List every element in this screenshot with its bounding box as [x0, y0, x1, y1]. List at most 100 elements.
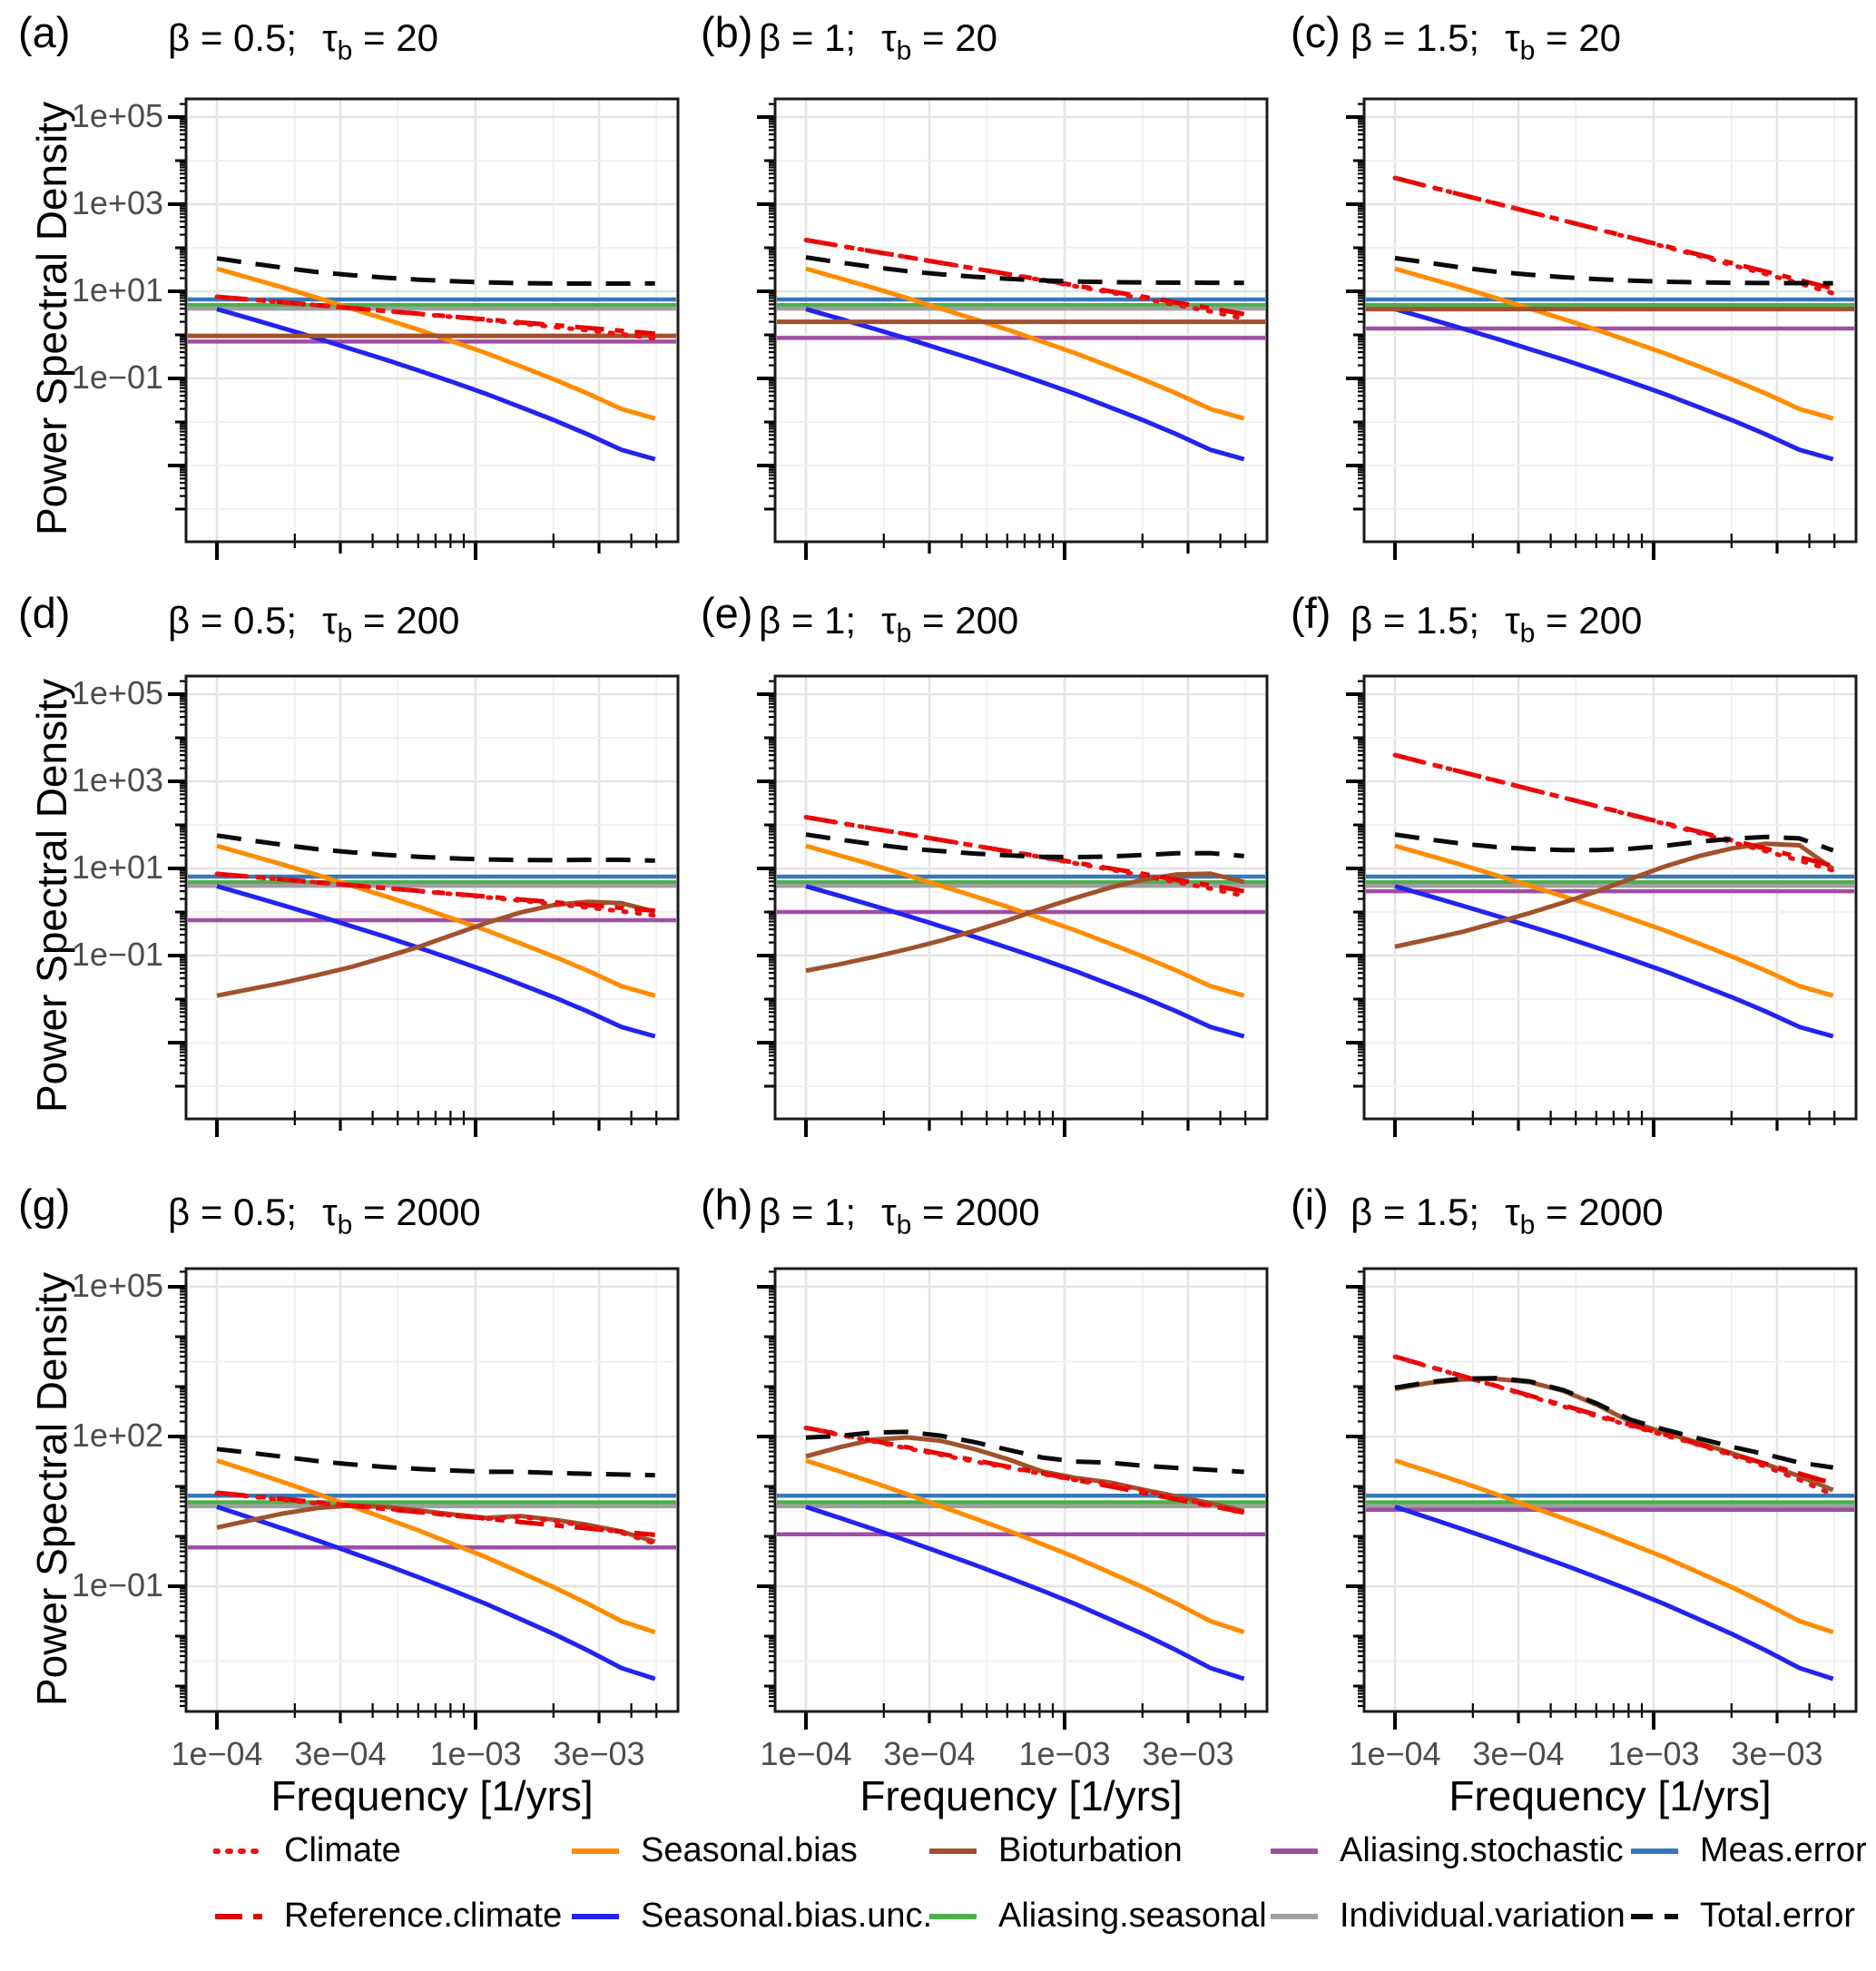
series-Bioturbation	[216, 899, 656, 998]
tau-subscript: b	[1519, 35, 1536, 66]
tau-value: = 200	[352, 599, 460, 642]
beta-label: β = 1.5;	[1351, 599, 1480, 642]
legend-key-seasonal-bias-unc-	[572, 1913, 619, 1919]
beta-label: β = 1;	[759, 16, 857, 59]
legend-item-reference-climate: Reference.climate	[213, 1897, 562, 1936]
panel-h	[757, 1267, 1269, 1730]
beta-label: β = 1;	[759, 599, 857, 642]
y-tick-label: 1e−01	[71, 1566, 163, 1603]
tau-symbol: τ	[881, 1191, 897, 1233]
x-tick-label: 1e−04	[1349, 1735, 1441, 1772]
legend-item-individual-variation: Individual.variation	[1269, 1897, 1626, 1936]
series-Climate	[214, 1491, 658, 1546]
series-Total.error	[216, 833, 655, 863]
y-tick-label: 1e+01	[71, 271, 163, 309]
panel-title-f: β = 1.5; τb = 200	[1351, 599, 1642, 649]
tau-value: = 20	[1535, 16, 1621, 59]
x-tick-label: 1e−04	[171, 1735, 263, 1772]
legend-key-climate	[213, 1848, 264, 1854]
x-axis-title-col2: Frequency [1/yrs]	[859, 1772, 1183, 1819]
legend-key-individual-variation	[1271, 1913, 1318, 1919]
beta-label: β = 0.5;	[168, 599, 298, 642]
series-Seasonal.bias.unc.	[216, 884, 656, 1039]
panel-e	[757, 674, 1269, 1137]
tau-subscript: b	[896, 35, 912, 66]
series-Seasonal.bias.unc.	[216, 1505, 656, 1682]
panel-b	[757, 97, 1269, 560]
legend-item-aliasing-seasonal: Aliasing.seasonal	[928, 1897, 1267, 1936]
series-Climate	[214, 871, 658, 918]
series-Seasonal.bias	[805, 266, 1245, 421]
series-Total.error	[1394, 1376, 1834, 1470]
panel-title-d: β = 0.5; τb = 200	[168, 599, 459, 649]
series-Total.error	[216, 256, 655, 286]
tau-symbol: τ	[1505, 1191, 1520, 1233]
series-Seasonal.bias	[1394, 1458, 1834, 1634]
series-Reference.climate	[1394, 1354, 1834, 1486]
y-tick-label: 1e−01	[71, 358, 163, 396]
panel-letter-i: (i)	[1291, 1181, 1329, 1229]
beta-label: β = 0.5;	[168, 16, 298, 59]
tau-value: = 2000	[911, 1191, 1040, 1233]
panel-c	[1346, 97, 1858, 560]
y-tick-label: 1e−01	[71, 936, 163, 973]
y-tick-label: 1e+02	[71, 1417, 163, 1454]
panel-title-b: β = 1; τb = 20	[759, 16, 997, 66]
legend-item-meas-error: Meas.error	[1629, 1831, 1867, 1870]
tau-subscript: b	[337, 618, 353, 649]
panel-letter-b: (b)	[701, 8, 753, 56]
y-axis-title-row1: Power Spectral Density	[28, 101, 75, 535]
legend-label: Meas.error	[1700, 1831, 1867, 1869]
tau-symbol: τ	[322, 16, 338, 59]
legend-label: Bioturbation	[998, 1831, 1183, 1869]
legend-key-reference-climate	[215, 1913, 262, 1919]
legend-label: Reference.climate	[284, 1897, 563, 1935]
panel-letter-g: (g)	[18, 1181, 71, 1229]
legend-item-total-error: Total.error	[1629, 1897, 1855, 1936]
y-tick-label: 1e+05	[71, 674, 163, 711]
beta-label: β = 1;	[759, 1191, 857, 1233]
series-Seasonal.bias	[216, 1458, 656, 1634]
series-Seasonal.bias.unc.	[1394, 884, 1834, 1039]
x-axis-title-col3: Frequency [1/yrs]	[1449, 1772, 1772, 1819]
panel-d	[168, 674, 680, 1137]
series-Total.error	[805, 255, 1244, 286]
legend-item-bioturbation: Bioturbation	[928, 1831, 1183, 1870]
x-tick-label: 3e−04	[1472, 1735, 1565, 1772]
tau-value: = 20	[911, 16, 997, 59]
tau-symbol: τ	[881, 16, 897, 59]
legend-label: Seasonal.bias.unc.	[641, 1897, 933, 1935]
legend-label: Individual.variation	[1340, 1897, 1626, 1935]
legend-key-bioturbation	[929, 1848, 977, 1854]
legend-label: Aliasing.seasonal	[998, 1897, 1267, 1935]
legend-key-total-error	[1631, 1913, 1678, 1919]
series-Bioturbation	[805, 871, 1245, 974]
beta-label: β = 0.5;	[168, 1191, 298, 1233]
y-tick-label: 1e+03	[71, 184, 163, 221]
series-Total.error	[805, 1429, 1244, 1475]
legend-item-seasonal-bias-unc-: Seasonal.bias.unc.	[570, 1897, 932, 1936]
panel-letter-h: (h)	[701, 1181, 753, 1229]
legend-key-meas-error	[1631, 1848, 1678, 1854]
panel-title-g: β = 0.5; τb = 2000	[168, 1191, 481, 1240]
series-Total.error	[1394, 255, 1833, 286]
tau-value: = 200	[1535, 599, 1643, 642]
tau-value: = 2000	[1535, 1191, 1664, 1233]
x-tick-label: 3e−03	[1142, 1735, 1234, 1772]
y-tick-label: 1e+01	[71, 848, 163, 886]
y-axis-title-row3: Power Spectral Density	[28, 1271, 75, 1706]
panel-g	[168, 1267, 680, 1730]
tau-value: = 200	[911, 599, 1019, 642]
tau-value: = 20	[352, 16, 438, 59]
series-Seasonal.bias.unc.	[1394, 307, 1834, 462]
legend-label: Aliasing.stochastic	[1340, 1831, 1624, 1869]
series-Seasonal.bias.unc.	[805, 1505, 1245, 1682]
tau-value: = 2000	[352, 1191, 481, 1233]
x-tick-label: 1e−03	[429, 1735, 522, 1772]
series-Reference.climate	[1394, 752, 1834, 868]
panel-letter-a: (a)	[18, 8, 71, 56]
x-tick-label: 3e−03	[553, 1735, 645, 1772]
series-Seasonal.bias.unc.	[805, 884, 1245, 1039]
series-Seasonal.bias.unc.	[805, 307, 1245, 462]
series-Climate	[803, 238, 1247, 321]
